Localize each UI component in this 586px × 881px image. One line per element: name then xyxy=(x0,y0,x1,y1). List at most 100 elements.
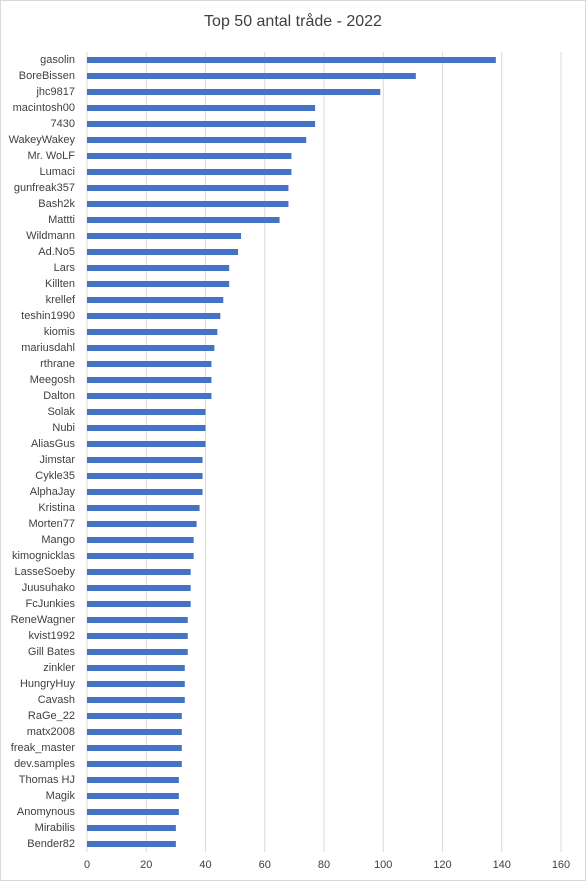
bar xyxy=(87,345,215,351)
bar xyxy=(87,409,206,415)
y-tick-label: matx2008 xyxy=(27,726,75,738)
bar xyxy=(87,633,188,639)
y-tick-label: kvist1992 xyxy=(29,630,75,642)
y-tick-label: jhc9817 xyxy=(35,86,75,98)
y-tick-label: AliasGus xyxy=(31,438,76,450)
y-tick-label: FcJunkies xyxy=(25,598,75,610)
bar xyxy=(87,57,496,63)
y-tick-label: dev.samples xyxy=(14,758,75,770)
bar xyxy=(87,313,221,319)
bar xyxy=(87,553,194,559)
y-tick-label: Thomas HJ xyxy=(19,774,75,786)
y-tick-label: Anomynous xyxy=(17,806,76,818)
bar xyxy=(87,169,292,175)
bar xyxy=(87,841,176,847)
bar xyxy=(87,777,179,783)
bar xyxy=(87,297,224,303)
x-tick-label: 120 xyxy=(433,859,451,871)
y-tick-label: BoreBissen xyxy=(19,70,75,82)
y-tick-label: teshin1990 xyxy=(21,310,75,322)
bar xyxy=(87,761,182,767)
y-tick-label: Meegosh xyxy=(30,374,75,386)
y-tick-label: Morten77 xyxy=(29,518,75,530)
y-tick-label: Bash2k xyxy=(38,198,75,210)
bar xyxy=(87,361,212,367)
y-tick-label: Mattti xyxy=(48,214,75,226)
y-tick-label: kimognicklas xyxy=(12,550,75,562)
bar xyxy=(87,713,182,719)
bar xyxy=(87,745,182,751)
y-tick-label: Mirabilis xyxy=(35,822,76,834)
y-tick-label: gunfreak357 xyxy=(14,182,75,194)
y-tick-label: Solak xyxy=(47,406,75,418)
bar xyxy=(87,393,212,399)
bar xyxy=(87,201,289,207)
bar xyxy=(87,505,200,511)
bar xyxy=(87,601,191,607)
y-tick-label: mariusdahl xyxy=(21,342,75,354)
bar xyxy=(87,441,206,447)
bar xyxy=(87,457,203,463)
x-tick-label: 160 xyxy=(552,859,570,871)
x-tick-label: 20 xyxy=(140,859,152,871)
y-tick-label: Bender82 xyxy=(27,838,75,850)
y-tick-label: Dalton xyxy=(43,390,75,402)
bar xyxy=(87,649,188,655)
bar xyxy=(87,425,206,431)
bar xyxy=(87,473,203,479)
bar xyxy=(87,377,212,383)
y-tick-label: Cavash xyxy=(38,694,75,706)
y-tick-label: AlphaJay xyxy=(30,486,76,498)
y-tick-label: Magik xyxy=(46,790,76,802)
bar xyxy=(87,281,230,287)
x-tick-label: 80 xyxy=(318,859,330,871)
y-tick-label: WakeyWakey xyxy=(9,134,76,146)
bar xyxy=(87,825,176,831)
y-tick-label: Lars xyxy=(54,262,76,274)
y-tick-label: freak_master xyxy=(11,742,76,754)
y-tick-label: zinkler xyxy=(43,662,75,674)
bar xyxy=(87,537,194,543)
bar xyxy=(87,121,316,127)
bar xyxy=(87,153,292,159)
y-tick-label: Kristina xyxy=(38,502,76,514)
bar xyxy=(87,265,230,271)
bar xyxy=(87,617,188,623)
x-tick-label: 0 xyxy=(84,859,90,871)
bar xyxy=(87,697,185,703)
bar xyxy=(87,89,381,95)
bar xyxy=(87,249,239,255)
y-tick-label: ReneWagner xyxy=(11,614,76,626)
bar xyxy=(87,809,179,815)
y-tick-label: macintosh00 xyxy=(13,102,75,114)
y-tick-label: Juusuhako xyxy=(22,582,75,594)
bar xyxy=(87,729,182,735)
y-tick-label: gasolin xyxy=(40,54,75,66)
bar xyxy=(87,793,179,799)
chart-title: Top 50 antal tråde - 2022 xyxy=(204,12,382,30)
y-tick-label: Nubi xyxy=(52,422,75,434)
y-tick-label: Gill Bates xyxy=(28,646,76,658)
bar xyxy=(87,329,218,335)
y-tick-label: Wildmann xyxy=(26,230,75,242)
bar xyxy=(87,489,203,495)
y-tick-label: Killten xyxy=(45,278,75,290)
bar xyxy=(87,217,280,223)
bar xyxy=(87,137,307,143)
y-tick-label: Lumaci xyxy=(40,166,75,178)
y-tick-label: Cykle35 xyxy=(35,470,75,482)
y-tick-label: rthrane xyxy=(40,358,75,370)
y-tick-label: krellef xyxy=(46,294,76,306)
y-tick-label: Ad.No5 xyxy=(38,246,75,258)
y-tick-label: Mr. WoLF xyxy=(28,150,76,162)
y-tick-label: LasseSoeby xyxy=(14,566,75,578)
bar xyxy=(87,569,191,575)
y-tick-label: Mango xyxy=(41,534,75,546)
bar xyxy=(87,233,242,239)
x-tick-label: 60 xyxy=(259,859,271,871)
bar xyxy=(87,585,191,591)
x-tick-label: 140 xyxy=(493,859,511,871)
y-tick-label: HungryHuy xyxy=(20,678,76,690)
bar xyxy=(87,521,197,527)
